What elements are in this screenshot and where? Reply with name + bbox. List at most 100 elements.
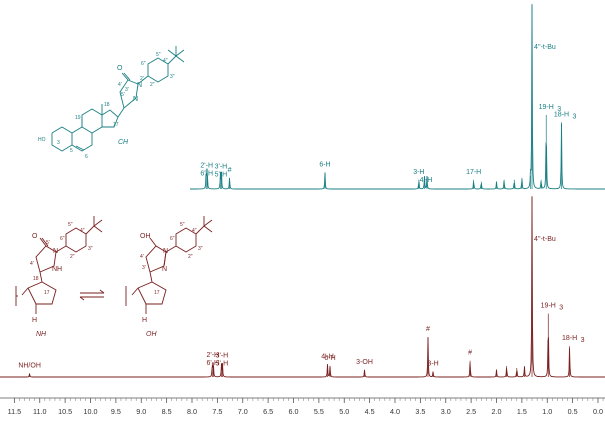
peak-annotation: 6-H — [319, 161, 330, 168]
struct-label: 17 — [154, 290, 160, 296]
annotation-subscript: 3 — [572, 113, 576, 120]
struct-label: 5 — [70, 148, 73, 154]
x-tick-label: 4.5 — [365, 407, 375, 416]
peak-annotation: 3'-H — [216, 353, 229, 360]
compound-label-nh: NH — [36, 331, 47, 338]
peak-annotation: 19-H — [541, 303, 556, 310]
x-tick-label: 5.5 — [314, 407, 324, 416]
tautomer-equilibrium-arrows — [79, 289, 105, 301]
struct-label: 4' — [30, 261, 34, 267]
peak-annotation: 4'-H — [321, 353, 334, 360]
struct-label: N — [53, 248, 58, 255]
top-peak-annotations: 2'-H6'-H3'-H5'-H#6-H 3-H4'-H 17-H 4''-t-Bu 1… — [200, 44, 576, 184]
struct-label: 2" — [70, 254, 75, 260]
struct-label: 5" — [68, 222, 73, 228]
struct-label: N — [133, 96, 138, 103]
struct-label: 18 — [104, 102, 110, 108]
peak-annotation: 18-H — [562, 335, 577, 342]
peak-annotation: 3-OH — [356, 359, 373, 366]
struct-label: 6" — [60, 236, 65, 242]
x-tick-label: 1.5 — [517, 407, 527, 416]
struct-label: 3' — [125, 87, 129, 93]
x-tick-label: 11.5 — [8, 407, 21, 416]
top-spectrum — [190, 4, 605, 190]
struct-label: NH — [52, 266, 62, 273]
bottom-structure-nh: O 5' 4' N NH 4" 5" 6" 3" 2" 17 18 H NH — [15, 216, 103, 338]
peak-annotation: 3-H — [413, 169, 424, 176]
struct-label: HO — [38, 137, 46, 143]
compound-label-oh: OH — [146, 331, 157, 338]
compound-label-ch: CH — [118, 139, 129, 146]
x-tick-label: 8.5 — [162, 407, 172, 416]
struct-label: 2' — [140, 76, 144, 82]
x-tick-label: 2.5 — [466, 407, 476, 416]
struct-label: OH — [140, 233, 151, 240]
peak-annotation: 19-H — [539, 104, 554, 111]
x-tick-label: 0.5 — [568, 407, 578, 416]
peak-annotation-line2: 6'-H — [206, 360, 219, 367]
x-tick-label: 6.0 — [289, 407, 299, 416]
annotation-subscript: 3 — [581, 337, 585, 344]
struct-label: 4' — [140, 254, 144, 260]
struct-label: 2" — [150, 82, 155, 88]
bottom-spectrum — [0, 196, 605, 378]
peak-annotation: 2'-H — [206, 352, 219, 359]
x-tick-label: 5.0 — [339, 407, 349, 416]
x-tick-label: 8.0 — [187, 407, 197, 416]
peak-annotation-line2: 6'-H — [200, 171, 213, 178]
peak-annotation: 4''-t-Bu — [534, 44, 556, 51]
peak-annotation-line2: 5'-H — [216, 361, 229, 368]
struct-label: 4' — [118, 82, 122, 88]
x-tick-label: 7.5 — [212, 407, 222, 416]
peak-annotation: 18-H — [554, 111, 569, 118]
struct-label: 2" — [188, 254, 193, 260]
struct-label: 4" — [192, 228, 197, 234]
struct-label: 5" — [180, 222, 185, 228]
struct-label: 3' — [142, 265, 146, 271]
x-tick-label: 3.0 — [441, 407, 451, 416]
x-tick-label: 9.0 — [136, 407, 146, 416]
x-tick-label: 7.0 — [238, 407, 248, 416]
x-tick-label: 9.5 — [111, 407, 121, 416]
struct-label: 5' — [121, 92, 125, 98]
x-tick-label: 11.0 — [33, 407, 46, 416]
x-tick-label: 6.5 — [263, 407, 273, 416]
struct-label: 3" — [88, 246, 93, 252]
annotation-subscript: 3 — [559, 305, 563, 312]
x-tick-label: 4.0 — [390, 407, 400, 416]
struct-label: 5" — [156, 52, 161, 58]
x-tick-label: 3.5 — [415, 407, 425, 416]
bottom-peak-annotations: NH/OH 2'-H6'-H3'-H5'-H 4'-H6-H 3-OH #3-H #4''… — [18, 236, 584, 369]
struct-label: N — [162, 266, 167, 273]
struct-label: 4" — [163, 58, 168, 64]
annotation-subscript: 3 — [557, 106, 561, 113]
x-axis: 11.5 11.0 10.5 10.0 9.5 9.0 8.5 8.0 7.5 7.0 6.5 6.0… — [0, 397, 605, 416]
x-tick-label: 2.0 — [492, 407, 502, 416]
x-tick-label: 1.0 — [542, 407, 552, 416]
spectrum-trace — [0, 197, 605, 378]
struct-label: 17 — [44, 290, 50, 296]
peak-annotation: # — [228, 167, 232, 174]
x-tick-label: 0.0 — [593, 407, 603, 416]
peak-annotation: NH/OH — [18, 362, 41, 369]
struct-label: 19 — [75, 115, 81, 121]
struct-label: 18 — [33, 276, 39, 282]
struct-label: O — [117, 65, 123, 72]
struct-label: H — [142, 317, 147, 324]
struct-label: 6 — [85, 154, 88, 160]
struct-label: N — [137, 82, 142, 89]
struct-label: 3 — [57, 140, 60, 146]
peak-annotation: # — [468, 350, 472, 357]
peak-annotation: 2'-H — [200, 163, 213, 170]
peak-annotation: 3-H — [427, 361, 438, 368]
peak-annotation: 6-H — [324, 355, 335, 362]
peak-annotation: 4'-H — [420, 177, 433, 184]
spectrum-trace — [190, 4, 605, 190]
struct-label: H — [32, 317, 37, 324]
struct-label: 5' — [46, 240, 50, 246]
struct-label: 3" — [170, 74, 175, 80]
x-tick-label: 10.0 — [84, 407, 98, 416]
x-tick-label: 10.5 — [58, 407, 72, 416]
peak-annotation: 3'-H — [215, 164, 228, 171]
